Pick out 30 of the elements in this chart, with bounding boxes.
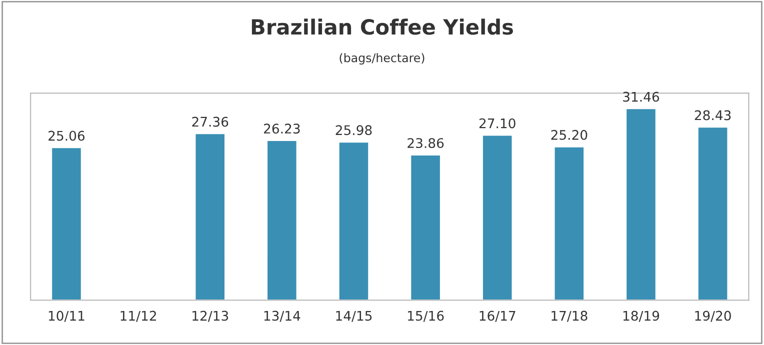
x-tick-label: 18/19 — [623, 310, 660, 322]
bar — [410, 154, 442, 300]
data-label: 27.36 — [192, 116, 228, 127]
data-label: 26.23 — [264, 124, 300, 134]
chart-title: Brazilian Coffee Yields — [252, 18, 513, 35]
data-label: 23.86 — [408, 138, 444, 148]
x-tick-label: 11/12 — [120, 310, 156, 322]
x-tick-label: 12/13 — [192, 310, 228, 322]
x-tick-label: 13/14 — [264, 310, 300, 322]
bar — [625, 108, 657, 300]
bar — [482, 134, 514, 300]
bar — [553, 146, 585, 300]
x-tick-label: 16/17 — [480, 310, 516, 322]
bar — [50, 146, 82, 300]
x-tick-label: 17/18 — [552, 310, 588, 322]
data-label: 31.46 — [623, 92, 660, 102]
bar — [697, 126, 729, 300]
x-tick-label: 14/15 — [336, 310, 372, 322]
bar — [266, 140, 298, 300]
x-tick-label: 10/11 — [48, 310, 84, 322]
x-tick-label: 19/20 — [695, 310, 731, 322]
data-label: 25.98 — [336, 125, 372, 136]
data-label: 28.43 — [694, 110, 731, 120]
data-label: 25.20 — [551, 130, 588, 140]
x-tick-label: 15/16 — [408, 310, 444, 322]
data-label: 25.06 — [48, 130, 85, 141]
data-label: 27.10 — [479, 118, 516, 128]
bar — [338, 141, 370, 300]
bar — [194, 132, 226, 300]
chart-subtitle: (bags/hectare) — [340, 53, 424, 65]
